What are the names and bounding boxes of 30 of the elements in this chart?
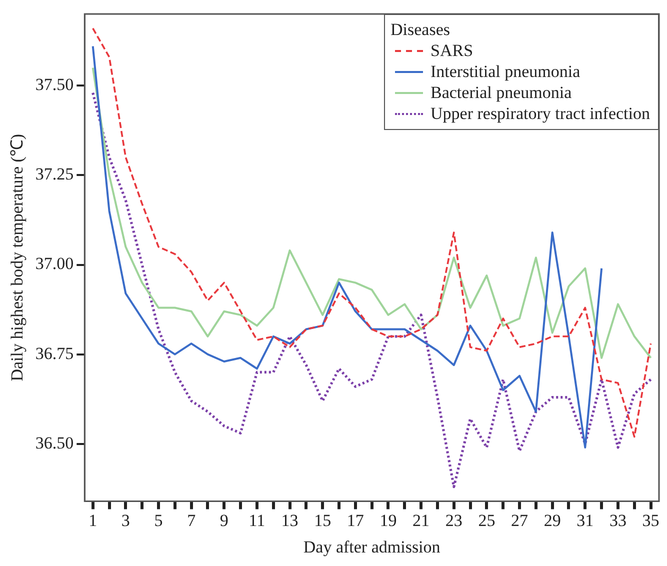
- x-tick-label: 21: [412, 510, 430, 530]
- x-tick-label: 27: [511, 510, 529, 530]
- legend-label: Upper respiratory tract infection: [430, 103, 650, 124]
- x-tick-label: 11: [248, 510, 266, 530]
- x-tick-label: 3: [121, 510, 130, 530]
- x-tick-label: 1: [88, 510, 98, 530]
- y-tick-label: 37.00: [35, 254, 74, 274]
- x-tick-label: 35: [642, 510, 660, 530]
- x-tick-label: 31: [576, 510, 594, 530]
- y-tick-label: 36.50: [35, 433, 74, 452]
- x-tick-label: 7: [187, 510, 196, 530]
- x-axis-title: Day after admission: [303, 537, 441, 556]
- y-tick-label: 37.25: [35, 164, 74, 184]
- legend-label: SARS: [430, 40, 474, 61]
- x-tick-label: 23: [445, 510, 462, 530]
- x-tick-label: 5: [154, 510, 163, 530]
- y-tick-label: 36.75: [35, 344, 74, 363]
- x-tick-label: 17: [346, 510, 364, 530]
- x-tick-label: 29: [544, 510, 561, 530]
- x-tick-label: 25: [478, 510, 496, 530]
- legend-label: Interstitial pneumonia: [430, 61, 580, 82]
- y-tick-label: 37.50: [35, 75, 74, 94]
- x-tick-label: 15: [314, 510, 332, 530]
- y-axis-title: Daily highest body temperature (℃): [8, 134, 27, 382]
- x-tick-label: 9: [220, 510, 228, 530]
- x-tick-label: 33: [609, 510, 626, 530]
- x-tick-label: 13: [281, 510, 298, 530]
- legend-title: Diseases: [390, 19, 451, 40]
- legend-label: Bacterial pneumonia: [430, 82, 572, 103]
- x-tick-label: 19: [380, 510, 397, 530]
